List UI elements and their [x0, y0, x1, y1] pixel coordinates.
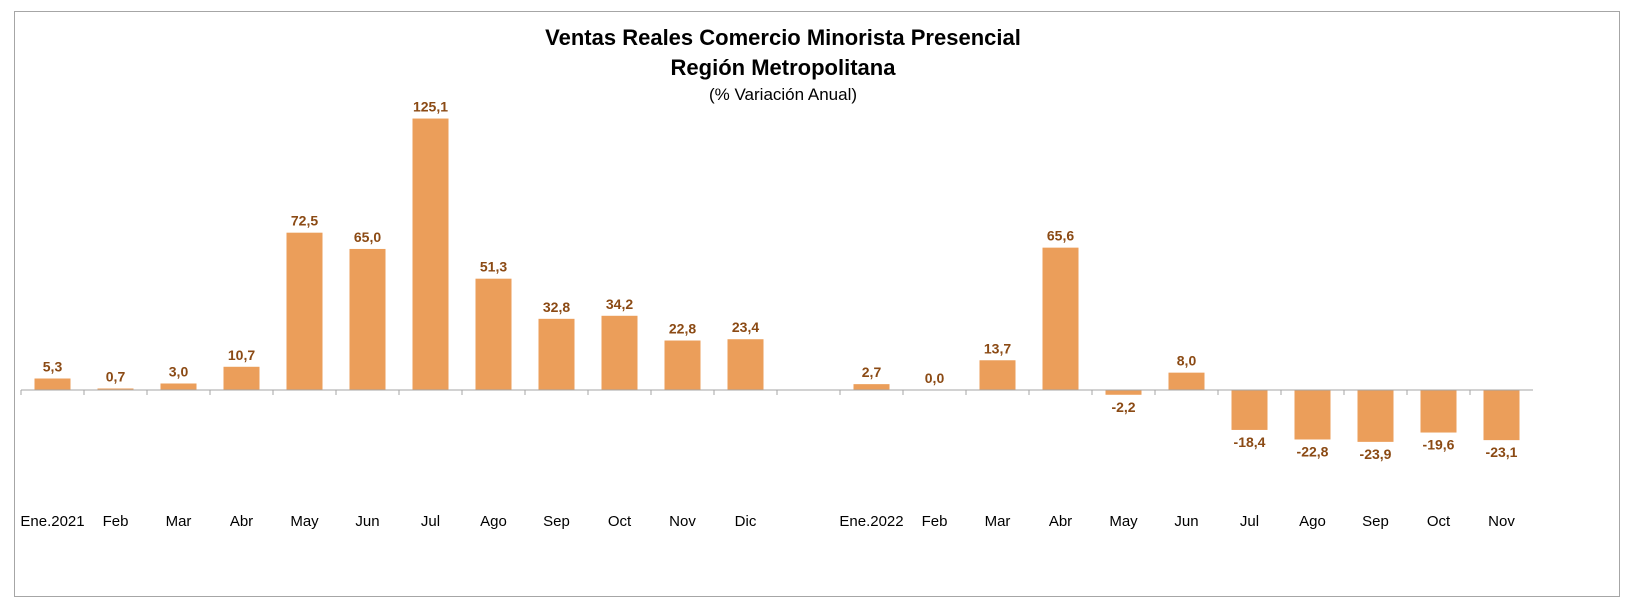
category-label: Ago [1299, 513, 1326, 530]
data-label: 34,2 [606, 296, 633, 312]
category-label: Dic [735, 513, 757, 530]
data-label: -23,1 [1486, 444, 1518, 460]
category-label: Jul [1240, 513, 1259, 530]
category-label: May [1109, 513, 1138, 530]
bar [1105, 390, 1142, 395]
data-label: 22,8 [669, 321, 696, 337]
data-label: 32,8 [543, 299, 570, 315]
data-label: -2,2 [1111, 399, 1135, 415]
bar [664, 340, 701, 390]
data-label: 72,5 [291, 213, 318, 229]
category-label: Feb [922, 513, 948, 530]
data-label: -18,4 [1234, 434, 1266, 450]
bars-layer [34, 118, 1520, 442]
category-label: Feb [103, 513, 129, 530]
category-label: Mar [166, 513, 192, 530]
category-label: Nov [1488, 513, 1515, 530]
category-label: Oct [1427, 513, 1451, 530]
bar-chart: Ventas Reales Comercio Minorista Presenc… [20, 25, 1533, 530]
category-label: Jun [1174, 513, 1198, 530]
bar [475, 278, 512, 390]
data-label: 0,0 [925, 370, 945, 386]
x-axis [20, 389, 1533, 395]
bar [349, 248, 386, 390]
category-label: Abr [230, 513, 253, 530]
bar [286, 232, 323, 390]
data-label: 3,0 [169, 363, 189, 379]
data-label: -19,6 [1423, 437, 1455, 453]
data-label: 125,1 [413, 99, 448, 115]
category-label: Jul [421, 513, 440, 530]
data-label: 23,4 [732, 319, 759, 335]
category-label: Mar [985, 513, 1011, 530]
bar [160, 383, 197, 390]
data-label: 5,3 [43, 358, 63, 374]
category-label: Ago [480, 513, 507, 530]
bar [97, 388, 134, 390]
data-label: 65,6 [1047, 228, 1074, 244]
data-label: 2,7 [862, 364, 882, 380]
category-label: Jun [355, 513, 379, 530]
bar [1357, 390, 1394, 442]
data-label: 65,0 [354, 229, 381, 245]
chart-title: Ventas Reales Comercio Minorista Presenc… [545, 25, 1021, 50]
category-label: Ene.2021 [20, 513, 84, 530]
category-label: Oct [608, 513, 632, 530]
bar [1168, 372, 1205, 390]
category-labels-layer: Ene.2021 Feb Mar Abr May Jun Jul Ago Sep Oct Nov Di… [20, 513, 1515, 530]
data-label: 13,7 [984, 340, 1011, 356]
bar [601, 315, 638, 390]
bar [1294, 390, 1331, 440]
data-label: -23,9 [1360, 446, 1392, 462]
chart-unit-note: (% Variación Anual) [709, 85, 857, 104]
bar [979, 360, 1016, 390]
category-label: May [290, 513, 319, 530]
bar [1231, 390, 1268, 430]
category-label: Abr [1049, 513, 1072, 530]
category-label: Sep [543, 513, 570, 530]
bar [853, 384, 890, 390]
category-label: Nov [669, 513, 696, 530]
bar [223, 366, 260, 390]
category-label: Ene.2022 [839, 513, 903, 530]
data-label: 8,0 [1177, 353, 1197, 369]
bar [1420, 390, 1457, 433]
chart-subtitle: Región Metropolitana [671, 55, 897, 80]
data-label: -22,8 [1297, 443, 1329, 459]
bar [1042, 247, 1079, 390]
bar [538, 318, 575, 390]
bar [34, 378, 71, 390]
bar [727, 339, 764, 390]
data-label: 51,3 [480, 259, 507, 275]
chart-frame: Ventas Reales Comercio Minorista Presenc… [14, 11, 1620, 597]
data-label: 10,7 [228, 347, 255, 363]
category-label: Sep [1362, 513, 1389, 530]
data-label: 0,7 [106, 368, 126, 384]
data-labels-layer: 5,3 0,7 3,0 10,7 72,5 65,0 125,1 51,3 32,8 34,2 22… [43, 99, 1518, 462]
bar [412, 118, 449, 391]
bar [1483, 390, 1520, 441]
